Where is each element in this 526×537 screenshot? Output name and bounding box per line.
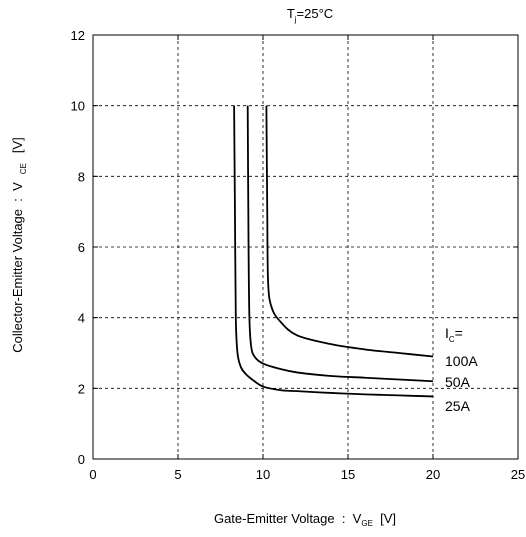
annotation-25a: 25A	[445, 398, 471, 414]
ic-label: IC=	[445, 325, 463, 344]
y-tick-label: 0	[78, 452, 85, 467]
x-axis-label-sub: GE	[361, 519, 373, 528]
y-axis-label-main: Collector-Emitter Voltage : V	[10, 182, 25, 353]
ic-label-rest: =	[455, 325, 463, 341]
grid-lines	[93, 35, 518, 459]
x-axis-label-rest: [V]	[373, 511, 396, 526]
x-tick-label: 15	[341, 467, 355, 482]
y-axis-label: Collector-Emitter Voltage : V CE [V]	[10, 137, 28, 353]
x-tick-label: 5	[174, 467, 181, 482]
y-tick-label: 2	[78, 381, 85, 396]
chart-title-sub: j	[294, 15, 297, 24]
tick-labels: 0 5 10 15 20 25 0 2 4 6 8 10 12	[71, 28, 526, 482]
ic-label-main: I	[445, 325, 449, 341]
x-tick-label: 0	[89, 467, 96, 482]
chart-title-main: T	[287, 6, 295, 21]
x-tick-label: 25	[511, 467, 525, 482]
y-tick-label: 12	[71, 28, 85, 43]
series-lines	[233, 105, 434, 398]
y-axis-label-sub: CE	[19, 163, 28, 174]
ic-label-sub: C	[449, 335, 455, 344]
series-line-100a	[265, 105, 434, 358]
annotation-100a: 100A	[445, 353, 478, 369]
annotation-50a: 50A	[445, 374, 471, 390]
chart-title-rest: =25°C	[297, 6, 334, 21]
y-tick-label: 10	[71, 99, 85, 114]
x-axis-label: Gate-Emitter Voltage : VGE [V]	[214, 511, 396, 528]
y-tick-label: 6	[78, 240, 85, 255]
series-line-25a	[233, 105, 434, 398]
y-tick-label: 8	[78, 169, 85, 184]
series-line-50a	[246, 105, 434, 383]
x-tick-label: 10	[256, 467, 270, 482]
y-tick-label: 4	[78, 311, 85, 326]
x-tick-label: 20	[426, 467, 440, 482]
chart-title: Tj=25°C	[287, 6, 333, 24]
tick-marks	[92, 34, 519, 460]
x-axis-label-main: Gate-Emitter Voltage : V	[214, 511, 362, 526]
y-axis-label-rest: [V]	[10, 137, 25, 153]
